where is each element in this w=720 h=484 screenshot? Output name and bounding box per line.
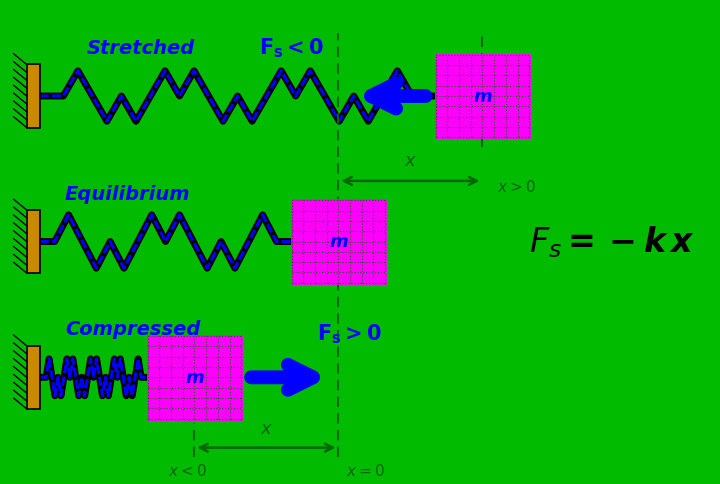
Text: $x = 0$: $x = 0$ bbox=[346, 462, 384, 478]
Bar bbox=[148, 336, 241, 419]
Text: Equilibrium: Equilibrium bbox=[65, 184, 190, 203]
Bar bbox=[27, 65, 40, 128]
Text: $\mathbf{F_s > 0}$: $\mathbf{F_s > 0}$ bbox=[317, 322, 382, 346]
Text: Compressed: Compressed bbox=[65, 319, 200, 339]
Text: $x$: $x$ bbox=[404, 151, 417, 169]
Bar bbox=[27, 211, 40, 273]
Text: $x < 0$: $x < 0$ bbox=[168, 462, 207, 478]
Text: $\mathbf{F_s < 0}$: $\mathbf{F_s < 0}$ bbox=[259, 37, 324, 60]
Bar bbox=[436, 56, 529, 138]
Text: Stretched: Stretched bbox=[86, 39, 194, 58]
Text: m: m bbox=[329, 233, 348, 251]
Bar bbox=[292, 201, 385, 283]
Text: m: m bbox=[473, 88, 492, 106]
Text: $x$: $x$ bbox=[260, 419, 273, 437]
Bar bbox=[27, 346, 40, 409]
Text: $x > 0$: $x > 0$ bbox=[497, 179, 536, 194]
Text: $\boldsymbol{F_s = -k\,x}$: $\boldsymbol{F_s = -k\,x}$ bbox=[529, 224, 695, 260]
Text: m: m bbox=[185, 368, 204, 387]
